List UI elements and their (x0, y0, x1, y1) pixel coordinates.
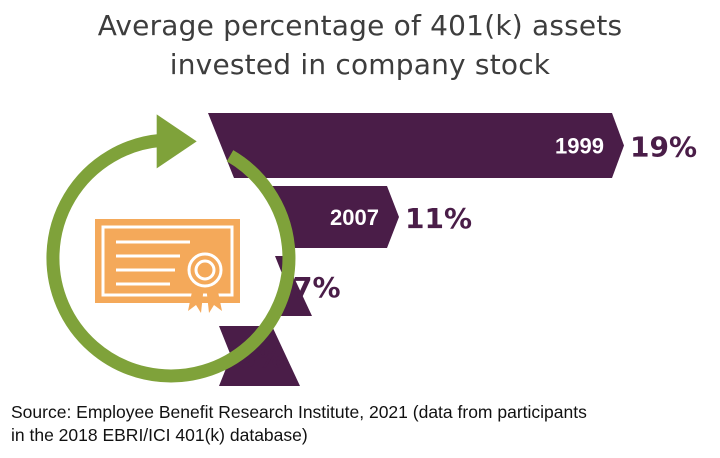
value-label-2013: 7% (293, 271, 341, 304)
cycle-arc (46, 133, 296, 383)
bar-2007 (265, 186, 399, 248)
certificate-ribbon (206, 282, 222, 313)
bar-2018 (219, 326, 300, 386)
year-label-2007: 2007 (330, 205, 379, 230)
year-label-1999: 1999 (555, 134, 604, 159)
bar-1999 (208, 113, 624, 178)
chart-title-line-2: invested in company stock (169, 48, 551, 81)
cycle-arrowhead (156, 114, 197, 169)
source-note-line-2: in the 2018 EBRI/ICI 401(k) database) (11, 425, 308, 445)
chart-title-line-1: Average percentage of 401(k) assets (97, 9, 623, 42)
cycle-arrow-icon (46, 114, 296, 383)
certificate-seal-inner (194, 259, 216, 281)
value-label-1999: 19% (630, 131, 697, 164)
certificate-seal (187, 252, 223, 288)
certificate-ribbon (188, 282, 204, 313)
source-note-line-1: Source: Employee Benefit Research Instit… (11, 402, 587, 422)
certificate-frame (101, 225, 234, 297)
certificate-icon (95, 219, 240, 313)
value-label-2007: 11% (405, 202, 472, 235)
